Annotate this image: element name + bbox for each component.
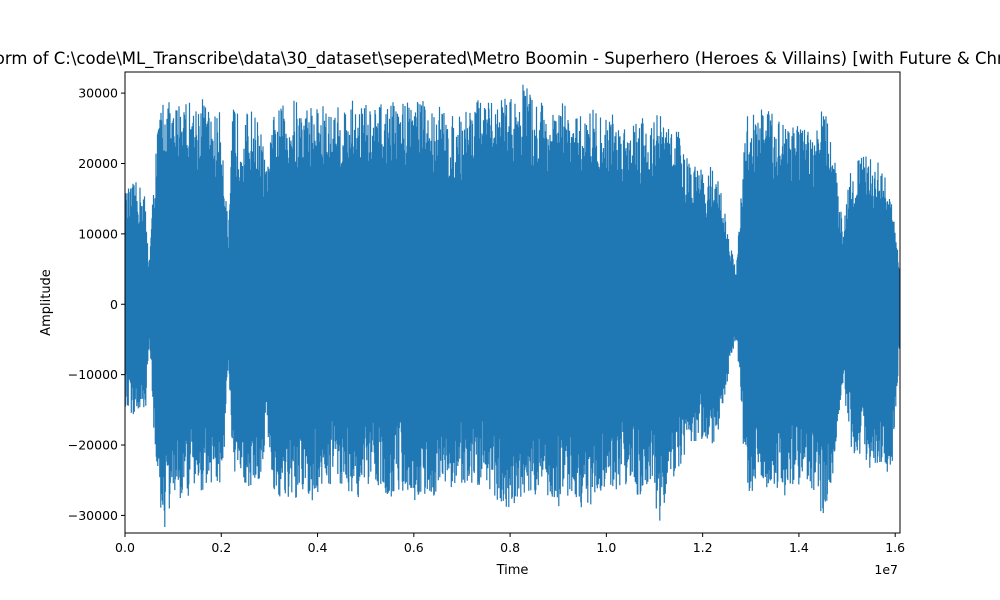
- y-axis: −30000 −20000 −10000 0 10000 20000 30000: [68, 86, 125, 523]
- y-tick-label: 30000: [78, 86, 118, 101]
- x-tick-label: 0.6: [404, 540, 424, 555]
- x-tick-label: 0.2: [211, 540, 231, 555]
- x-tick-label: 0.4: [308, 540, 328, 555]
- y-tick-label: 0: [110, 297, 118, 312]
- y-tick-label: 20000: [78, 156, 118, 171]
- chart-title: Waveform of C:\code\ML_Transcribe\data\3…: [0, 49, 1000, 69]
- x-axis-label: Time: [496, 563, 529, 578]
- y-axis-label: Amplitude: [39, 269, 54, 336]
- x-tick-label: 0.8: [500, 540, 520, 555]
- y-tick-label: 10000: [78, 226, 118, 241]
- x-axis: 0.0 0.2 0.4 0.6 0.8 1.0 1.2 1.4 1.6: [115, 533, 905, 555]
- x-tick-label: 0.0: [115, 540, 135, 555]
- y-tick-label: −10000: [68, 367, 118, 382]
- plot-frame: [124, 71, 901, 534]
- x-tick-label: 1.2: [693, 540, 713, 555]
- x-offset-text: 1e7: [874, 562, 898, 577]
- y-tick-label: −20000: [68, 438, 118, 453]
- waveform-series: [125, 84, 900, 528]
- y-tick-label: −30000: [68, 508, 118, 523]
- x-tick-label: 1.4: [789, 540, 809, 555]
- waveform-line: [125, 84, 900, 528]
- x-tick-label: 1.0: [596, 540, 616, 555]
- x-tick-label: 1.6: [885, 540, 905, 555]
